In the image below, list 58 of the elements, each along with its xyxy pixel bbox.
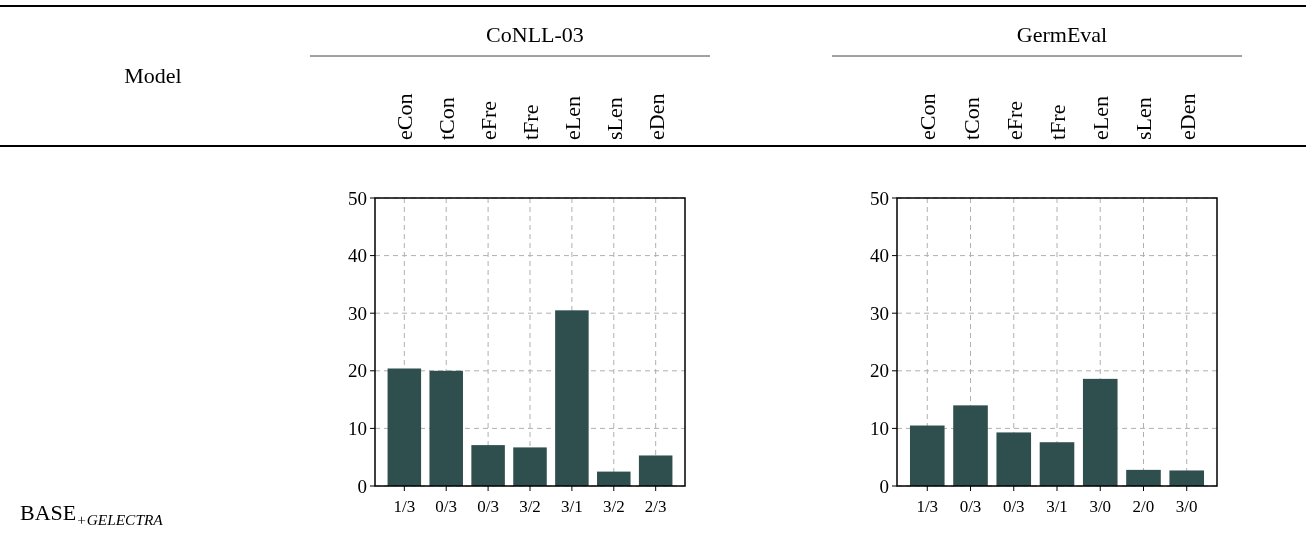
text: eFre [476, 100, 502, 140]
text: eCon [915, 93, 941, 140]
bar [555, 310, 589, 486]
bar [471, 445, 505, 486]
x-tick-label: 0/3 [959, 497, 982, 516]
text: Model [124, 63, 182, 88]
x-tick-label: 0/3 [477, 497, 499, 516]
bar [953, 405, 988, 486]
bar [597, 471, 631, 486]
y-tick-label: 0 [879, 475, 889, 497]
x-tick-label: 1/3 [916, 497, 939, 516]
text: tCon [434, 97, 460, 140]
chart-title: GermEval [1016, 22, 1108, 47]
text: eCon [392, 93, 418, 140]
y-tick-label: 20 [348, 360, 367, 382]
y-tick-label: 30 [870, 302, 889, 324]
text: sLen [1131, 97, 1157, 140]
bar [387, 368, 422, 486]
y-tick-label: 40 [870, 245, 889, 267]
bar [513, 447, 547, 486]
x-tick-label: 0/3 [1002, 497, 1025, 516]
x-tick-label: 3/1 [561, 497, 583, 516]
x-tick-label: 2/3 [644, 497, 667, 516]
x-tick-label: 3/0 [1175, 497, 1198, 516]
bar [996, 432, 1032, 486]
y-tick-label: 40 [348, 245, 367, 267]
text: BASE$_{+GELECTRA}$ [20, 500, 164, 528]
text: tCon [958, 97, 984, 140]
x-tick-label: 1/3 [393, 497, 416, 516]
text: sLen [601, 97, 627, 140]
y-tick-label: 30 [348, 302, 367, 324]
text: eFre [1001, 100, 1027, 140]
y-tick-label: 10 [870, 418, 889, 440]
y-tick-label: 10 [348, 418, 367, 440]
x-tick-label: 2/0 [1132, 497, 1155, 516]
bar [1169, 470, 1205, 486]
y-tick-label: 20 [870, 360, 889, 382]
x-tick-label: 0/3 [435, 497, 458, 516]
bar [638, 455, 673, 486]
bar [909, 425, 945, 486]
text: tFre [518, 104, 543, 140]
x-tick-label: 3/2 [602, 497, 625, 516]
text: tFre [1045, 104, 1070, 140]
text: eLen [1088, 96, 1114, 140]
bar [429, 370, 463, 486]
bar [1039, 442, 1075, 486]
chart-title: CoNLL-03 [486, 22, 584, 47]
text: eLen [559, 96, 585, 140]
bar [1126, 469, 1161, 486]
y-tick-label: 50 [870, 187, 889, 209]
x-tick-label: 3/1 [1046, 497, 1068, 516]
x-tick-label: 3/0 [1089, 497, 1112, 516]
text: eDen [643, 93, 669, 140]
text: eDen [1174, 93, 1200, 140]
y-tick-label: 0 [357, 475, 367, 497]
y-tick-label: 50 [348, 187, 367, 209]
bar [1082, 378, 1118, 486]
x-tick-label: 3/2 [519, 497, 541, 516]
